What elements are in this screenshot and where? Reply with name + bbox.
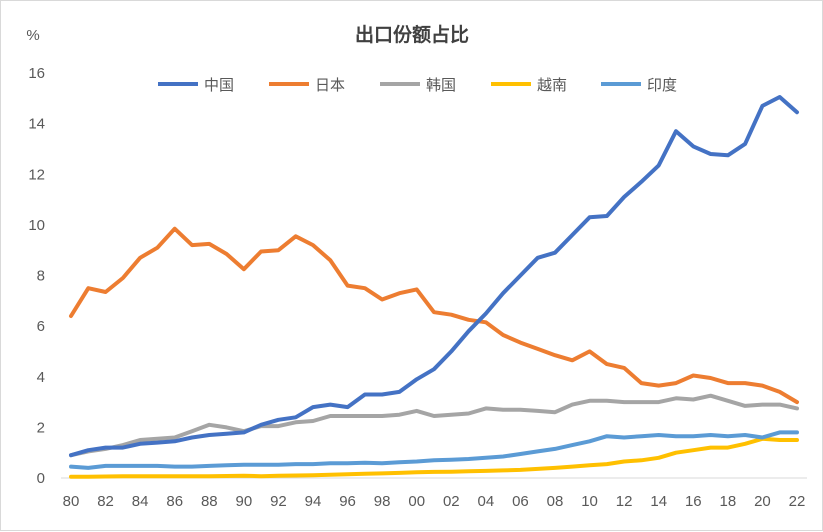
x-tick-label: 20 xyxy=(754,493,771,510)
legend-label: 韩国 xyxy=(426,76,456,94)
legend-label: 中国 xyxy=(204,76,234,94)
x-tick-label: 98 xyxy=(374,493,391,510)
x-tick-label: 84 xyxy=(132,493,149,510)
x-tick-label: 90 xyxy=(236,493,253,510)
y-tick-label: 4 xyxy=(37,369,45,386)
y-tick-label: 16 xyxy=(28,65,45,82)
x-tick-label: 96 xyxy=(339,493,356,510)
y-tick-label: 10 xyxy=(28,217,45,234)
x-tick-label: 18 xyxy=(720,493,737,510)
series-line-4 xyxy=(69,430,799,470)
x-tick-label: 04 xyxy=(478,493,495,510)
series-line-2 xyxy=(69,393,799,458)
y-tick-label: 12 xyxy=(28,166,45,183)
legend-label: 印度 xyxy=(647,76,677,94)
legend-item: 韩国 xyxy=(380,76,456,94)
x-tick-label: 12 xyxy=(616,493,633,510)
chart-title: 出口份额占比 xyxy=(355,23,469,46)
series-line-0 xyxy=(69,95,799,458)
y-axis-unit: % xyxy=(26,27,39,44)
x-tick-label: 06 xyxy=(512,493,529,510)
y-tick-label: 2 xyxy=(37,419,45,436)
x-tick-label: 94 xyxy=(305,493,322,510)
x-tick-label: 08 xyxy=(547,493,564,510)
x-tick-label: 22 xyxy=(789,493,806,510)
x-tick-label: 86 xyxy=(166,493,183,510)
y-tick-label: 0 xyxy=(37,470,45,487)
x-tick-label: 10 xyxy=(581,493,598,510)
legend-label: 日本 xyxy=(315,76,345,94)
series-line-3 xyxy=(69,436,799,479)
x-tick-label: 82 xyxy=(97,493,114,510)
series-line-1 xyxy=(69,226,799,405)
x-tick-label: 16 xyxy=(685,493,702,510)
x-tick-label: 02 xyxy=(443,493,460,510)
legend-item: 印度 xyxy=(601,76,677,94)
legend-item: 中国 xyxy=(158,76,234,94)
y-tick-label: 8 xyxy=(37,268,45,285)
legend-item: 越南 xyxy=(491,76,567,94)
x-tick-label: 92 xyxy=(270,493,287,510)
legend-label: 越南 xyxy=(537,76,567,94)
x-tick-label: 80 xyxy=(63,493,80,510)
x-tick-label: 14 xyxy=(650,493,667,510)
y-tick-label: 14 xyxy=(28,116,45,133)
y-tick-label: 6 xyxy=(37,318,45,335)
legend-item: 日本 xyxy=(269,76,345,94)
x-tick-label: 88 xyxy=(201,493,218,510)
x-tick-label: 00 xyxy=(408,493,425,510)
